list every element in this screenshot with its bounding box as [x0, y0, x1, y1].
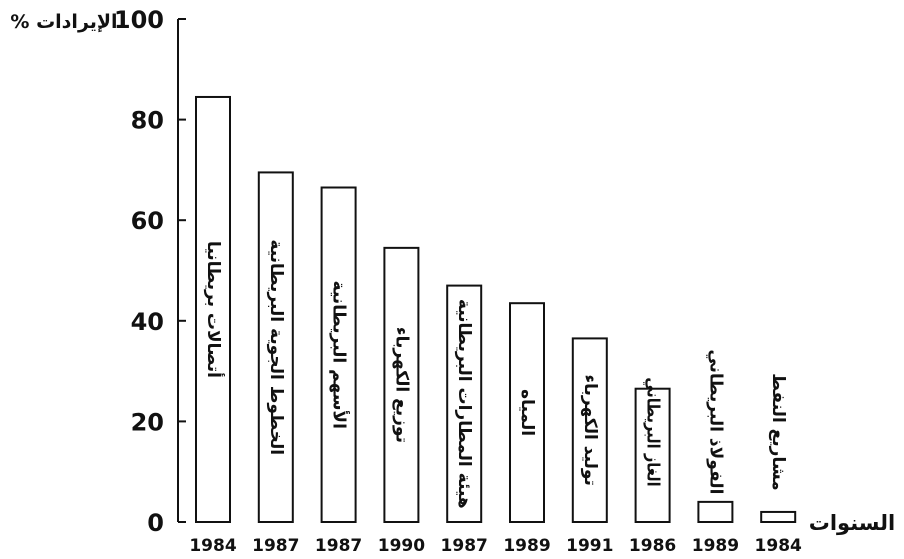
bar-category-label: أتصالات بريطانيا — [203, 241, 225, 378]
y-axis-label: الإيرادات % — [10, 11, 117, 33]
x-tick-label: 1987 — [252, 536, 299, 556]
bar — [634, 387, 671, 523]
x-tick-label: 1989 — [692, 536, 739, 556]
y-tick-label: 80 — [131, 107, 164, 135]
x-tick-label: 1984 — [755, 536, 802, 556]
bar-category-label: هيئة المطارات البريطانية — [454, 299, 474, 509]
bar-category-label: الأسهم البريطانية — [329, 281, 350, 429]
x-tick-label: 1991 — [566, 536, 613, 556]
bar — [257, 171, 294, 523]
bar-category-label: المياه — [517, 389, 537, 436]
x-tick-label: 1990 — [378, 536, 425, 556]
x-tick-label: 1984 — [189, 536, 236, 556]
bar — [320, 186, 357, 523]
y-tick-label: 40 — [131, 308, 164, 336]
bar-category-label: الخطوط الجوية البريطانية — [266, 239, 286, 455]
x-tick-label: 1987 — [441, 536, 488, 556]
x-tick-label: 1989 — [503, 536, 550, 556]
bar-category-label: الفولاذ البريطاني — [705, 349, 725, 494]
bar — [383, 246, 420, 524]
bar-category-label: توليد الكهرباء — [580, 374, 600, 485]
x-tick-label: 1986 — [629, 536, 676, 556]
bar — [195, 95, 231, 523]
x-tick-label: 1987 — [315, 536, 362, 556]
bar — [697, 500, 734, 524]
y-tick-label: 100 — [114, 6, 164, 34]
x-axis-label: السنوات — [809, 511, 896, 535]
bar-category-label: الغاز البريطاني — [643, 377, 663, 486]
bar-labels: أتصالات بريطانيا الخطوط الجوية البريطانية… — [203, 239, 788, 508]
bar — [760, 510, 797, 524]
y-axis-ticks: 0 20 40 60 80 100 — [114, 6, 186, 537]
y-tick-label: 0 — [147, 509, 164, 537]
bar — [571, 337, 608, 523]
x-axis-ticks: 1984 1987 1987 1990 1987 1989 1991 1986 1989 1984 — [189, 536, 802, 556]
bars — [195, 95, 797, 524]
y-tick-label: 60 — [131, 207, 164, 235]
bar-category-label: توزيع الكهرباء — [391, 327, 411, 443]
y-tick-label: 20 — [131, 408, 164, 436]
bar — [509, 302, 545, 523]
bar-category-label: مشاريع النفط — [768, 373, 788, 491]
bar — [446, 284, 483, 523]
